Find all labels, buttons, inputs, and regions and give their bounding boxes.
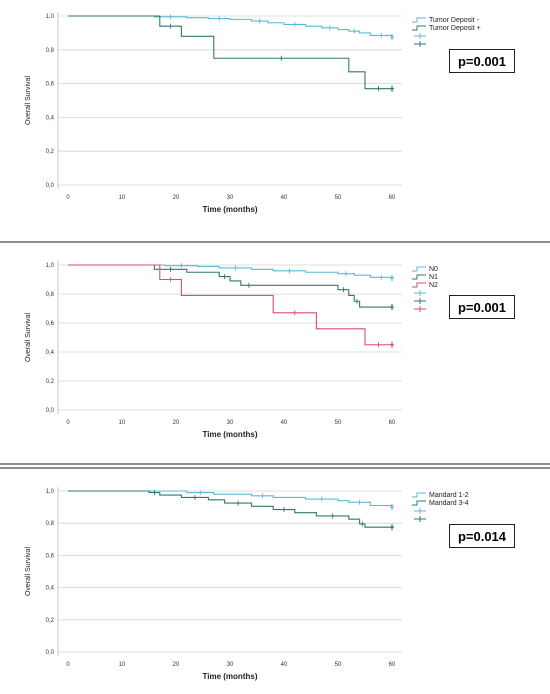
legend-swatch bbox=[412, 266, 426, 272]
x-tick-label: 40 bbox=[281, 420, 288, 426]
survival-curve-1 bbox=[68, 490, 393, 508]
x-tick-label: 30 bbox=[227, 195, 234, 201]
x-axis-title: Time (months) bbox=[203, 205, 258, 214]
legend-swatch bbox=[412, 500, 426, 506]
y-tick-label: 0,4 bbox=[46, 115, 55, 121]
x-tick-label: 40 bbox=[281, 662, 288, 668]
legend-label: Mandard 3-4 bbox=[429, 500, 469, 507]
y-tick-label: 0,0 bbox=[46, 650, 55, 656]
x-tick-label: 10 bbox=[119, 420, 126, 426]
y-tick-label: 0,2 bbox=[46, 149, 55, 155]
x-tick-label: 0 bbox=[66, 420, 70, 426]
y-tick-label: 0,0 bbox=[46, 408, 55, 414]
p-value-box-3: p=0.014 bbox=[449, 524, 515, 548]
legend-label: N0 bbox=[429, 266, 438, 273]
y-tick-label: 0,2 bbox=[46, 379, 55, 385]
survival-curve-2 bbox=[68, 264, 392, 308]
x-tick-label: 40 bbox=[281, 195, 288, 201]
y-tick-label: 0,0 bbox=[46, 183, 55, 189]
chart-panel-2: 0,0 0,2 0,4 0,6 0,8 1,0 0 10 20 30 40 50 60 Time (mon… bbox=[25, 261, 438, 439]
x-axis-title: Time (months) bbox=[203, 672, 258, 681]
legend-swatch bbox=[412, 492, 426, 498]
x-tick-label: 60 bbox=[389, 662, 396, 668]
y-tick-label: 0,6 bbox=[46, 82, 55, 88]
x-tick-label: 50 bbox=[335, 662, 342, 668]
y-tick-label: 1,0 bbox=[46, 14, 55, 20]
x-tick-label: 60 bbox=[389, 420, 396, 426]
p-value-box-2: p=0.001 bbox=[449, 295, 515, 319]
legend-label: N1 bbox=[429, 274, 438, 281]
legend-swatch bbox=[412, 17, 426, 23]
legend-label: N2 bbox=[429, 282, 438, 289]
chart-panel-3: 0,0 0,2 0,4 0,6 0,8 1,0 0 10 20 30 40 50 60 Time (mon… bbox=[25, 487, 469, 681]
y-tick-label: 0,8 bbox=[46, 521, 55, 527]
x-tick-label: 0 bbox=[66, 195, 70, 201]
x-tick-label: 10 bbox=[119, 662, 126, 668]
y-axis-title: Overall Survival bbox=[25, 547, 32, 596]
y-tick-label: 0,6 bbox=[46, 321, 55, 327]
y-tick-label: 0,4 bbox=[46, 586, 55, 592]
chart-panel-1: 0,0 0,2 0,4 0,6 0,8 1,0 0 10 20 30 40 50 60 Time (mon… bbox=[25, 12, 481, 214]
survival-curve-1 bbox=[68, 15, 393, 38]
survival-curve-3 bbox=[68, 264, 392, 346]
y-tick-label: 1,0 bbox=[46, 263, 55, 269]
legend-label: Tumor Deposit + bbox=[429, 25, 481, 32]
x-tick-label: 30 bbox=[227, 420, 234, 426]
legend-label: Mandard 1-2 bbox=[429, 492, 469, 499]
y-axis-title: Overall Survival bbox=[25, 313, 32, 362]
y-tick-label: 1,0 bbox=[46, 489, 55, 495]
legend-swatch bbox=[412, 274, 426, 280]
y-tick-label: 0,4 bbox=[46, 350, 55, 356]
y-tick-label: 0,6 bbox=[46, 553, 55, 559]
survival-curve-2 bbox=[68, 490, 392, 528]
x-tick-label: 20 bbox=[173, 662, 180, 668]
x-tick-label: 20 bbox=[173, 420, 180, 426]
y-tick-label: 0,2 bbox=[46, 618, 55, 624]
survival-curve-1 bbox=[68, 264, 393, 279]
y-tick-label: 0,8 bbox=[46, 292, 55, 298]
x-tick-label: 30 bbox=[227, 662, 234, 668]
x-tick-label: 50 bbox=[335, 195, 342, 201]
legend-swatch bbox=[412, 25, 426, 31]
legend-swatch bbox=[412, 282, 426, 288]
legend-label: Tumor Deposit - bbox=[429, 17, 480, 24]
x-tick-label: 50 bbox=[335, 420, 342, 426]
x-tick-label: 0 bbox=[66, 662, 70, 668]
x-tick-label: 20 bbox=[173, 195, 180, 201]
p-value-box-1: p=0.001 bbox=[449, 49, 515, 73]
survival-curve-2 bbox=[68, 15, 392, 90]
x-axis-title: Time (months) bbox=[203, 430, 258, 439]
y-tick-label: 0,8 bbox=[46, 48, 55, 54]
x-tick-label: 60 bbox=[389, 195, 396, 201]
x-tick-label: 10 bbox=[119, 195, 126, 201]
y-axis-title: Overall Survival bbox=[25, 76, 32, 125]
